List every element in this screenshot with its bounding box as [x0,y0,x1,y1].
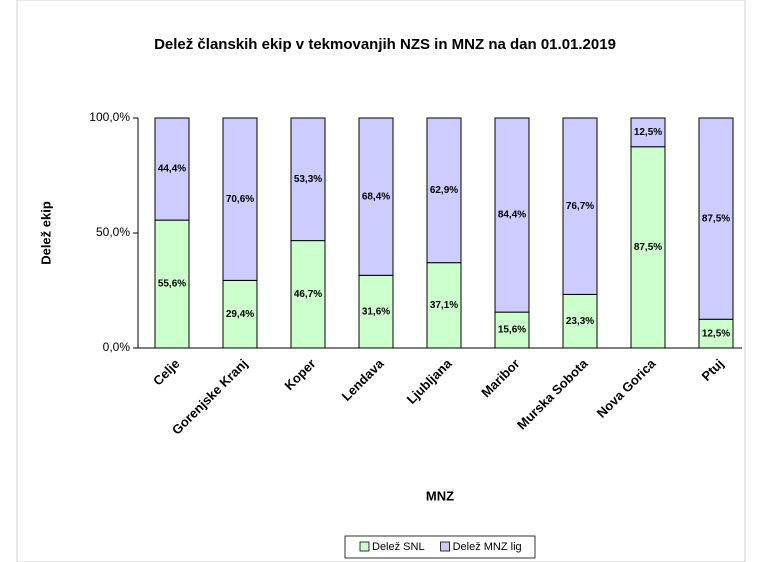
data-label: 12,5% [634,127,662,138]
data-label: 87,5% [702,213,730,224]
data-label: 15,6% [498,325,526,336]
bar-segment [562,117,598,295]
data-label: 55,6% [158,279,186,290]
bar-segment [358,117,394,276]
data-label: 12,5% [702,328,730,339]
bar-segment [698,117,734,320]
data-label: 76,7% [566,201,594,212]
bar-segment [562,293,598,349]
bar-segment [154,117,190,221]
bar-segment [154,219,190,349]
y-axis-label: Delež ekip [38,201,53,265]
y-tick-label: 0,0% [103,340,131,354]
data-label: 31,6% [362,306,390,317]
data-label: 29,4% [226,309,254,320]
x-axis-label: MNZ [426,488,454,503]
legend-label: Delež SNL [372,541,425,553]
legend-swatch [440,541,450,552]
bar-segment [290,240,326,349]
y-tick-label: 50,0% [96,225,130,239]
data-label: 53,3% [294,174,322,185]
data-label: 70,6% [226,194,254,205]
data-label: 84,4% [498,210,526,221]
legend-label: Delež MNZ lig [453,541,522,553]
bar-segment [290,117,326,242]
data-label: 87,5% [634,242,662,253]
data-label: 62,9% [430,185,458,196]
bar-segment [358,274,394,349]
y-tick-label: 100,0% [89,110,130,124]
data-label: 68,4% [362,191,390,202]
legend-swatch [359,541,370,552]
legend [344,535,536,559]
data-label: 46,7% [294,289,322,300]
bar-segment [426,262,462,349]
bar-segment [494,117,530,313]
data-label: 23,3% [566,316,594,327]
data-label: 44,4% [158,164,186,175]
bar-segment [222,117,258,281]
bar-segment [630,117,666,148]
data-label: 37,1% [430,300,458,311]
chart-title: Delež članskih ekip v tekmovanjih NZS in… [154,36,616,53]
bar-segment [426,117,462,264]
bar-segment [630,146,666,349]
